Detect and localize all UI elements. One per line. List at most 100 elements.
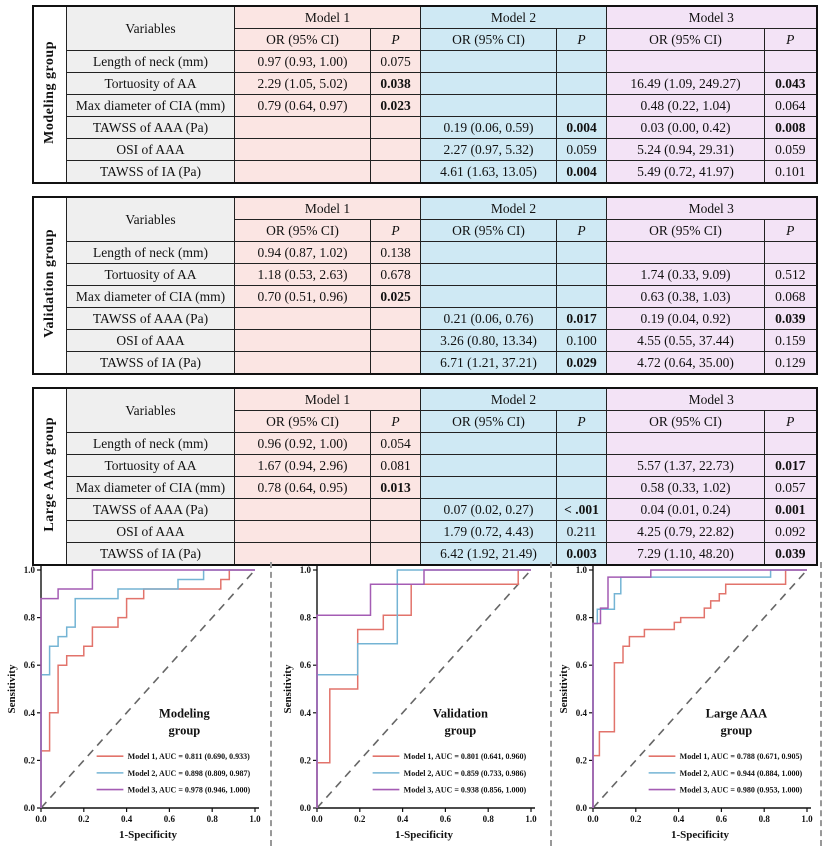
variable-name: OSI of AAA [66,329,235,352]
table-row: Tortuosity of AA 1.18 (0.53, 2.63) 0.678 1.… [33,263,817,286]
y-axis-label: Sensitivity [558,664,570,713]
y-tick-label: 1.0 [576,565,588,575]
x-tick-label: 0.0 [311,814,323,824]
or-ci-value [606,241,765,264]
or-ci-value: 7.29 (1.10, 48.20) [606,542,765,566]
group-label: Validation group [42,229,57,338]
group-label: Modeling group [42,41,57,144]
group-label-cell: Validation group [32,196,67,375]
model-header: Model 2 [420,196,607,220]
or-ci-value [420,241,557,264]
or-ci-value [420,476,557,499]
or-ci-value [420,263,557,286]
table-row: OSI of AAA 2.27 (0.97, 5.32) 0.059 5.24 (0.… [33,138,817,161]
model-header: Model 1 [234,196,421,220]
p-value: 0.039 [764,542,817,566]
p-value [370,351,421,375]
or-ci-value: 6.71 (1.21, 37.21) [420,351,557,375]
roc-chart-validation-group: 0.00.0 0.2 0.2 0.4 0.4 0.6 0.6 0.8 0.8 1.0 1.0 1-Sp… [282,565,537,841]
variable-name: TAWSS of AAA (Pa) [66,307,235,330]
x-tick-label: 1.0 [801,814,813,824]
p-value: 0.064 [764,94,817,117]
roc-curve-model-3 [40,569,255,808]
or-ci-value [234,160,371,184]
table-row: Tortuosity of AA 2.29 (1.05, 5.02) 0.038 16… [33,72,817,95]
p-value [370,498,421,521]
table-row: Max diameter of CIA (mm) 0.70 (0.51, 0.96… [33,285,817,308]
p-value: 0.004 [556,116,607,139]
variable-name: Tortuosity of AA [66,263,235,286]
p-value [556,241,607,264]
or-ci-value: 0.03 (0.00, 0.42) [606,116,765,139]
y-tick-label: 0.2 [300,755,312,765]
x-axis-label: 1-Specificity [671,829,730,841]
x-axis-label: 1-Specificity [119,829,178,841]
roc-curve-model-1 [316,569,531,808]
roc-curve-model-1 [40,569,255,808]
model-header: Model 3 [606,387,817,411]
variable-name: TAWSS of AAA (Pa) [66,116,235,139]
or-ci-value: 0.19 (0.06, 0.59) [420,116,557,139]
variable-name: Length of neck (mm) [66,241,235,264]
p-value [370,520,421,543]
or-ci-value: 0.63 (0.38, 1.03) [606,285,765,308]
p-value: 0.081 [370,454,421,477]
y-tick-label: 0.4 [576,708,588,718]
legend-label: Model 1, AUC = 0.811 (0.690, 0.933) [128,752,250,761]
or-ci-header: OR (95% CI) [420,28,557,51]
group-label: Large AAA group [42,417,57,532]
p-value [370,329,421,352]
or-ci-value: 0.97 (0.93, 1.00) [234,50,371,73]
p-value [556,285,607,308]
p-value: 0.092 [764,520,817,543]
or-ci-value: 0.70 (0.51, 0.96) [234,285,371,308]
x-tick-label: 0.0 [35,814,47,824]
p-header: P [556,28,607,51]
or-ci-value [420,432,557,455]
or-ci-value: 0.19 (0.04, 0.92) [606,307,765,330]
table-row: TAWSS of IA (Pa) 4.61 (1.63, 13.05) 0.004 5… [33,160,817,184]
or-ci-value [234,116,371,139]
or-ci-header: OR (95% CI) [606,219,765,242]
p-value: < .001 [556,498,607,521]
y-tick-label: 0.2 [24,755,36,765]
table-row: OSI of AAA 3.26 (0.80, 13.34) 0.100 4.55 (0… [33,329,817,352]
p-value: 0.039 [764,307,817,330]
variable-name: Length of neck (mm) [66,50,235,73]
or-ci-value: 4.61 (1.63, 13.05) [420,160,557,184]
model-header: Model 3 [606,5,817,29]
or-ci-header: OR (95% CI) [234,219,371,242]
p-value [556,94,607,117]
or-ci-value: 4.55 (0.55, 37.44) [606,329,765,352]
or-ci-value: 5.24 (0.94, 29.31) [606,138,765,161]
chance-diagonal [592,569,808,809]
panel-title: Validation [433,707,488,721]
roc-panel-large-aaa-group: 0.0 0.0 0.2 0.2 0.4 0.4 0.6 0.6 0.8 0.8 1.0 1.0 1-Sp… [552,560,828,850]
x-tick-label: 0.4 [673,814,685,824]
p-value: 0.678 [370,263,421,286]
y-tick-label: 1.0 [24,565,36,575]
x-tick-label: 0.4 [397,814,409,824]
p-value: 0.057 [764,476,817,499]
x-tick-label: 0.2 [630,814,642,824]
or-ci-value: 5.57 (1.37, 22.73) [606,454,765,477]
x-tick-label: 0.2 [354,814,366,824]
or-ci-value [420,72,557,95]
or-ci-value: 1.79 (0.72, 4.43) [420,520,557,543]
or-ci-value [606,50,765,73]
variable-name: TAWSS of AAA (Pa) [66,498,235,521]
model-header: Model 2 [420,387,607,411]
or-ci-value: 4.72 (0.64, 35.00) [606,351,765,375]
or-ci-value: 0.04 (0.01, 0.24) [606,498,765,521]
p-value: 0.029 [556,351,607,375]
or-ci-header: OR (95% CI) [234,410,371,433]
p-value [370,542,421,566]
x-tick-label: 0.8 [483,814,495,824]
or-ci-value: 0.94 (0.87, 1.02) [234,241,371,264]
table-large-aaa-group: Large AAA group Variables Model 1 Model 2 Mo… [32,387,818,566]
table-row: TAWSS of AAA (Pa) 0.19 (0.06, 0.59) 0.004 0… [33,116,817,139]
y-tick-label: 0.6 [24,660,36,670]
model-header: Model 1 [234,387,421,411]
p-value: 0.008 [764,116,817,139]
model-header: Model 2 [420,5,607,29]
